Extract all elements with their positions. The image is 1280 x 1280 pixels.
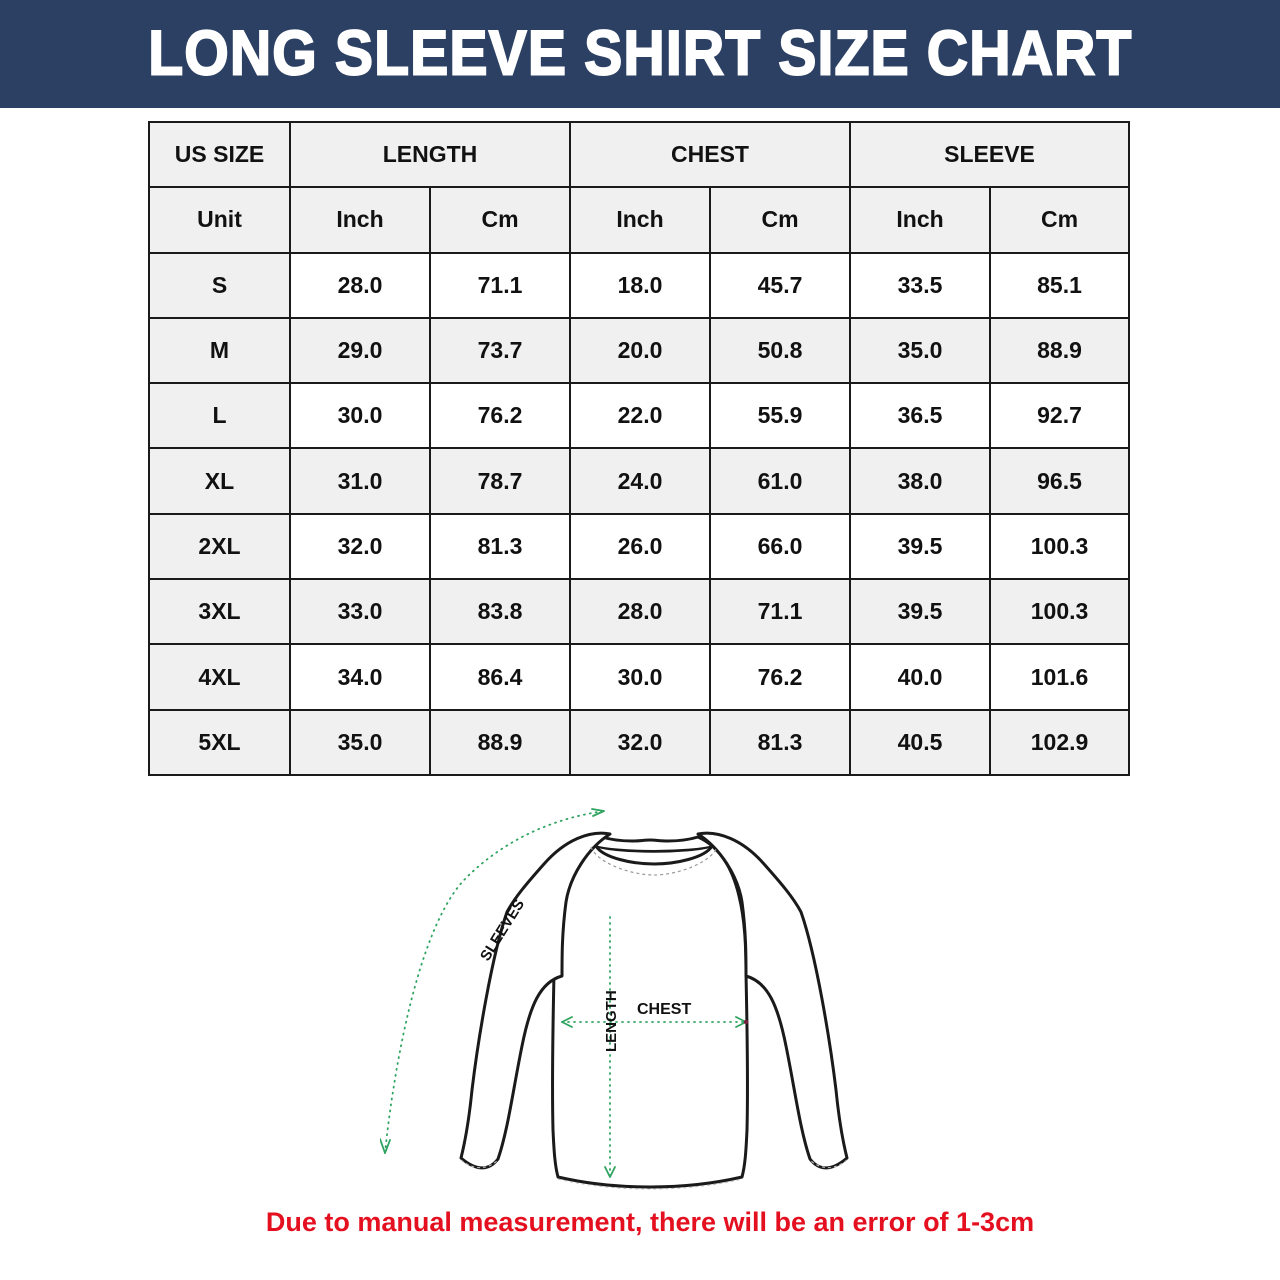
svg-text:LENGTH: LENGTH — [603, 990, 620, 1052]
svg-text:CHEST: CHEST — [637, 1001, 691, 1018]
